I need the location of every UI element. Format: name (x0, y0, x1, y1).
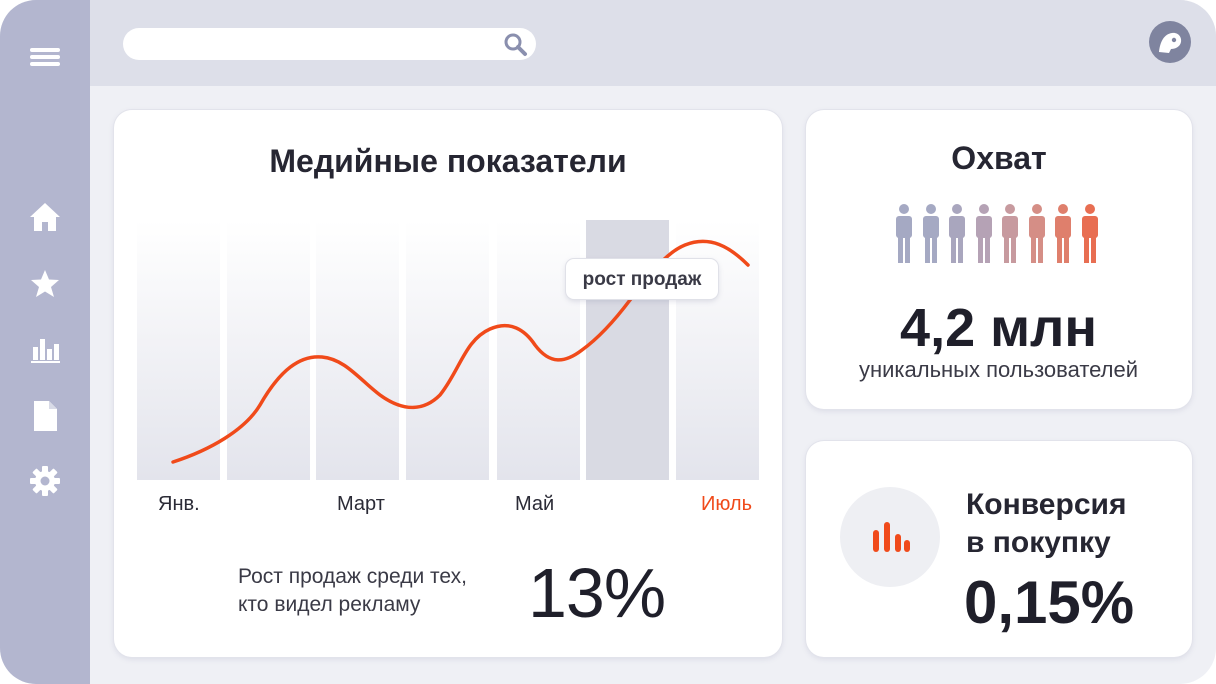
person-icon (1055, 204, 1071, 263)
chart-column (316, 220, 399, 480)
conversion-title-line: в покупку (966, 526, 1111, 559)
search-icon[interactable] (502, 31, 528, 57)
chart-column (406, 220, 489, 480)
person-icon (976, 204, 992, 263)
reach-card (806, 110, 1192, 409)
home-icon[interactable] (28, 200, 62, 234)
bar-chart-icon[interactable] (28, 333, 62, 367)
star-icon[interactable] (28, 267, 62, 301)
people-icons (896, 204, 1098, 263)
sales-growth-value: 13% (528, 554, 666, 632)
person-icon (949, 204, 965, 263)
person-icon (923, 204, 939, 263)
person-icon (1002, 204, 1018, 263)
menu-icon[interactable] (28, 40, 62, 74)
conversion-icon-badge (840, 487, 940, 587)
caption-line: Рост продаж среди тех, (238, 565, 467, 588)
tooltip-label: рост продаж (582, 269, 702, 290)
gear-icon[interactable] (28, 464, 62, 498)
reach-caption: уникальных пользователей (858, 357, 1139, 382)
conversion-title-line: Конверсия (966, 488, 1127, 521)
sales-growth-tooltip: рост продаж (566, 259, 718, 299)
page-title: Медийные показатели (269, 143, 627, 179)
conversion-value: 0,15% (964, 569, 1135, 636)
conversion-title: Конверсия в покупку (966, 486, 1126, 562)
person-icon (1082, 204, 1098, 263)
month-label: Янв. (158, 493, 200, 515)
profile-avatar-icon[interactable] (1148, 20, 1192, 64)
month-label: Март (337, 493, 385, 515)
search-input[interactable] (123, 28, 536, 60)
reach-value: 4,2 млн (900, 298, 1097, 358)
month-label-current: Июль (701, 493, 753, 515)
person-icon (1029, 204, 1045, 263)
person-icon (896, 204, 912, 263)
reach-title: Охват (951, 140, 1047, 176)
sidebar (0, 0, 90, 684)
sales-growth-chart (137, 220, 759, 480)
sales-growth-caption: Рост продаж среди тех, кто видел рекламу (238, 563, 528, 619)
bar-chart-icon (873, 522, 910, 552)
month-label: Май (515, 493, 555, 515)
chart-column (227, 220, 310, 480)
caption-line: кто видел рекламу (238, 593, 421, 616)
document-icon[interactable] (28, 399, 62, 433)
chart-column (137, 220, 220, 480)
